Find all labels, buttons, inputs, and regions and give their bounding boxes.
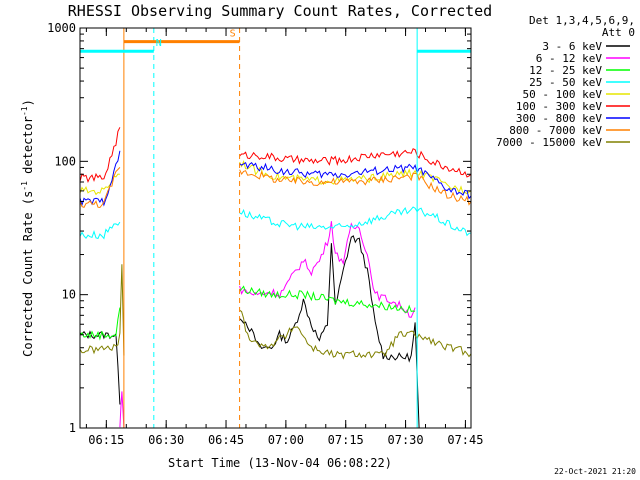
y-tick-label: 100 xyxy=(54,154,76,168)
series-line-5-0 xyxy=(79,127,121,183)
y-axis: 1 10 100 1000 xyxy=(47,21,471,435)
series-line-1-0 xyxy=(119,391,125,429)
x-tick-label: 07:45 xyxy=(447,433,483,447)
x-tick-label: 06:45 xyxy=(208,433,244,447)
series-line-3-0 xyxy=(79,221,121,240)
chart-title: RHESSI Observing Summary Count Rates, Co… xyxy=(68,2,492,20)
plot-frame xyxy=(79,27,472,429)
series-line-8-1 xyxy=(239,309,472,360)
series-line-2-1 xyxy=(239,285,416,313)
legend-entry: 3 - 6 keV xyxy=(542,40,602,53)
series-line-7-1 xyxy=(239,169,472,206)
legend-entry: 800 - 7000 keV xyxy=(509,124,602,137)
x-tick-label: 07:00 xyxy=(268,433,304,447)
legend-entry: 12 - 25 keV xyxy=(529,64,602,77)
x-tick-label: 06:15 xyxy=(88,433,124,447)
x-axis: 06:15 06:30 06:45 07:00 07:15 07:30 07:45 xyxy=(85,28,483,447)
y-tick-label: 1 xyxy=(69,421,76,435)
y-tick-label: 1000 xyxy=(47,21,76,35)
series-line-6-0 xyxy=(79,150,121,207)
y-tick-label: 10 xyxy=(62,288,76,302)
series-line-0-0 xyxy=(79,330,121,405)
legend-entry: 6 - 12 keV xyxy=(536,52,603,65)
legend-header-1: Det 1,3,4,5,6,9, xyxy=(529,14,635,27)
series-line-2-0 xyxy=(79,307,121,341)
series-line-1-1 xyxy=(239,221,416,318)
y-axis-label: Corrected Count Rate (s-1 detector-1) xyxy=(20,99,35,357)
series-line-8-0 xyxy=(79,264,125,356)
plot-area: SN xyxy=(79,28,472,429)
legend-header-2: Att 0 xyxy=(602,26,635,39)
x-tick-label: 06:30 xyxy=(148,433,184,447)
flag-label: N xyxy=(156,38,162,49)
flag-label: S xyxy=(230,29,236,40)
x-tick-label: 07:30 xyxy=(388,433,424,447)
legend-entry: 7000 - 15000 keV xyxy=(496,136,602,149)
legend-entry: 300 - 800 keV xyxy=(516,112,602,125)
series-line-7-0 xyxy=(79,167,121,209)
legend-entry: 50 - 100 keV xyxy=(523,88,603,101)
x-tick-label: 07:15 xyxy=(328,433,364,447)
legend-entry: 25 - 50 keV xyxy=(529,76,602,89)
series-line-3-1 xyxy=(239,206,472,237)
footer-timestamp: 22-Oct-2021 21:20 xyxy=(554,467,636,476)
series-line-0-1 xyxy=(239,235,420,429)
series-line-6-1 xyxy=(239,161,472,200)
legend-entry: 100 - 300 keV xyxy=(516,100,602,113)
x-axis-label: Start Time (13-Nov-04 06:08:22) xyxy=(168,456,392,470)
series-line-5-1 xyxy=(239,148,472,178)
